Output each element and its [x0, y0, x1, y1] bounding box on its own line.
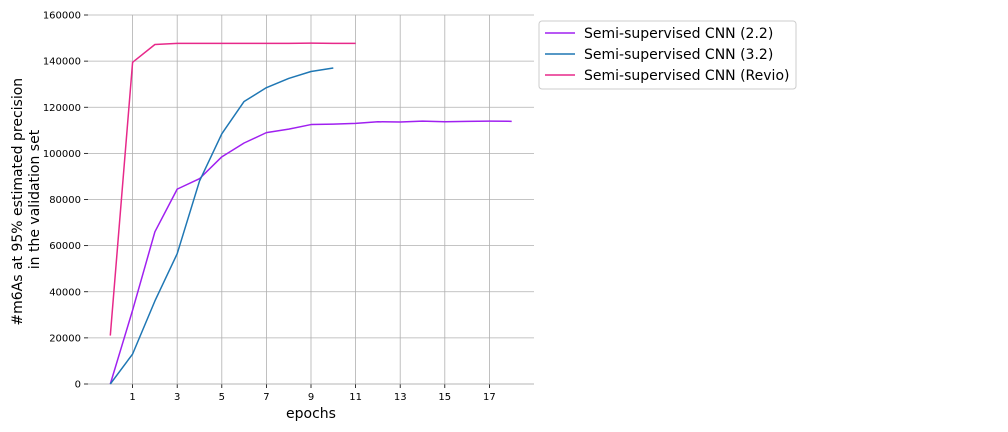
y-tick-label: 120000 [43, 103, 81, 114]
legend: Semi-supervised CNN (2.2) Semi-supervised… [538, 20, 797, 90]
legend-label-3: Semi-supervised CNN (Revio) [584, 68, 789, 84]
x-tick-label: 1 [129, 392, 135, 403]
y-tick-label: 160000 [43, 11, 81, 22]
grid [88, 14, 534, 385]
y-tick-label: 60000 [49, 241, 81, 252]
y-axis-label-line-1: #m6As at 95% estimated precision [10, 78, 26, 326]
series-line-2 [109, 67, 334, 385]
axis-labels: epochs #m6As at 95% estimated precision … [10, 73, 336, 422]
legend-label-1: Semi-supervised CNN (2.2) [584, 26, 773, 42]
legend-label-2: Semi-supervised CNN (3.2) [584, 47, 773, 63]
y-tick-label: 80000 [49, 195, 81, 206]
x-tick-label: 15 [438, 392, 451, 403]
x-tick-label: 3 [174, 392, 180, 403]
x-tick-label: 11 [349, 392, 362, 403]
x-axis-label: epochs [286, 406, 336, 422]
x-tick-label: 5 [219, 392, 225, 403]
y-tick-label: 100000 [43, 149, 81, 160]
x-tick-label: 13 [394, 392, 407, 403]
x-tick-label: 7 [263, 392, 269, 403]
y-tick-label: 20000 [49, 333, 81, 344]
y-tick-label: 0 [75, 380, 81, 391]
series-lines [109, 42, 512, 385]
y-axis-label: #m6As at 95% estimated precision in the … [10, 73, 43, 325]
y-tick-label: 40000 [49, 287, 81, 298]
x-tick-label: 9 [308, 392, 314, 403]
x-tick-label: 17 [483, 392, 496, 403]
legend-box [538, 20, 797, 90]
y-axis-label-line-2: in the validation set [27, 129, 43, 269]
series-line-1 [109, 120, 512, 385]
axes: 0 20000 40000 60000 80000 100000 120000 140000 1… [43, 11, 534, 403]
series-line-3 [109, 42, 356, 336]
y-tick-label: 140000 [43, 57, 81, 68]
